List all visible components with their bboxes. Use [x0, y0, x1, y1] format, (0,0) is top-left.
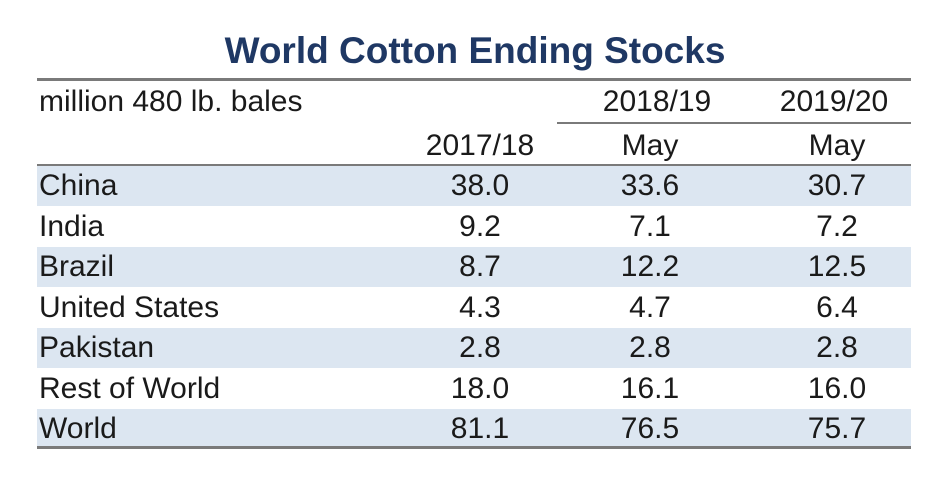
header-rule	[37, 164, 911, 166]
cell-united-states-col1: 4.7	[629, 291, 671, 324]
cell-rest-of-world-col2: 16.0	[807, 372, 867, 405]
column-header-2018-19-may: May	[621, 129, 679, 162]
row-band	[37, 166, 911, 206]
cell-china-col1: 33.6	[620, 169, 680, 202]
cell-united-states-col0: 4.3	[459, 291, 501, 324]
row-band	[37, 328, 911, 368]
column-header-2017-18: 2017/18	[425, 129, 535, 162]
cell-pakistan-col0: 2.8	[459, 331, 501, 364]
cell-brazil-col2: 12.5	[807, 250, 867, 283]
cell-pakistan-col2: 2.8	[816, 331, 858, 364]
row-label-brazil: Brazil	[39, 250, 115, 283]
unit-label: million 480 lb. bales	[39, 85, 303, 118]
cell-pakistan-col1: 2.8	[629, 331, 671, 364]
cell-world-col2: 75.7	[807, 412, 867, 445]
cell-india-col1: 7.1	[629, 210, 671, 243]
row-label-world: World	[39, 412, 117, 445]
cell-rest-of-world-col1: 16.1	[620, 372, 680, 405]
cell-world-col0: 81.1	[450, 412, 510, 445]
cell-china-col0: 38.0	[450, 169, 510, 202]
table-title: World Cotton Ending Stocks	[224, 30, 726, 71]
cell-united-states-col2: 6.4	[816, 291, 858, 324]
cell-rest-of-world-col0: 18.0	[450, 372, 510, 405]
row-band	[37, 409, 911, 449]
group-header-2018-19: 2018/19	[602, 85, 712, 118]
bottom-rule	[37, 446, 911, 449]
group-rule	[557, 122, 911, 124]
cell-brazil-col1: 12.2	[620, 250, 680, 283]
group-header-2019-20: 2019/20	[779, 85, 889, 118]
cell-india-col0: 9.2	[459, 210, 501, 243]
cell-china-col2: 30.7	[807, 169, 867, 202]
row-label-pakistan: Pakistan	[39, 331, 155, 364]
row-label-united-states: United States	[39, 291, 220, 324]
cell-world-col1: 76.5	[620, 412, 680, 445]
row-label-india: India	[39, 210, 105, 243]
row-label-china: China	[39, 169, 118, 202]
top-rule	[37, 78, 911, 81]
row-band	[37, 247, 911, 287]
cell-india-col2: 7.2	[816, 210, 858, 243]
cell-brazil-col0: 8.7	[459, 250, 501, 283]
column-header-2019-20-may: May	[808, 129, 866, 162]
row-label-rest-of-world: Rest of World	[39, 372, 221, 405]
